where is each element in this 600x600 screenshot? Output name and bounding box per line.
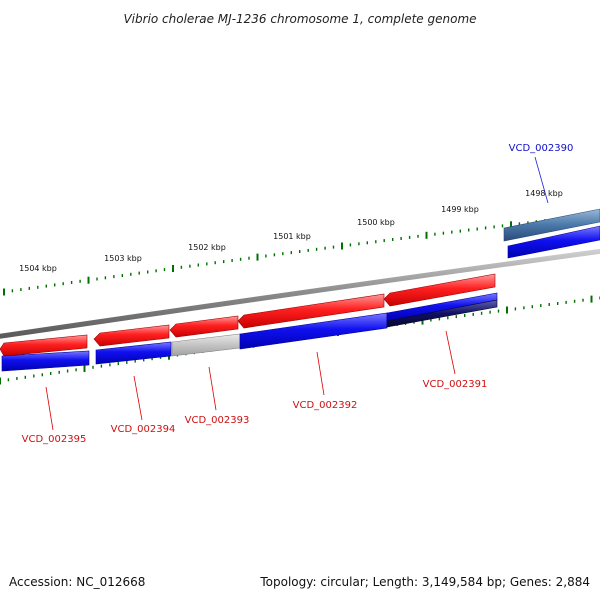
- gene-VCD_002392-arrow[interactable]: [237, 293, 385, 329]
- scale-label: 1501 kbp: [273, 232, 311, 241]
- outer-tick-marks: [3, 211, 597, 296]
- gene-label-VCD_002391[interactable]: VCD_002391: [423, 379, 488, 390]
- gene-label-VCD_002392[interactable]: VCD_002392: [293, 400, 358, 411]
- scale-labels: 1504 kbp 1503 kbp 1502 kbp 1501 kbp 1500…: [19, 189, 563, 273]
- gene-VCD_002395-arrow[interactable]: [0, 334, 88, 357]
- scale-label: 1498 kbp: [525, 189, 563, 198]
- cds-block[interactable]: [239, 312, 388, 350]
- gene-VCD_002391-arrow[interactable]: [383, 273, 496, 307]
- cds-block[interactable]: [95, 341, 172, 365]
- gene-label-VCD_002393[interactable]: VCD_002393: [185, 415, 250, 426]
- accession-text: Accession: NC_012668: [9, 575, 145, 589]
- red-cds-row: [0, 273, 496, 357]
- gene-VCD_002394-arrow[interactable]: [93, 324, 170, 347]
- gene-VCD_002390-feature[interactable]: [503, 208, 600, 259]
- label-leader-lines: [45, 156, 549, 431]
- scale-label: 1503 kbp: [104, 254, 142, 263]
- cds-block[interactable]: [1, 350, 90, 372]
- genome-summary-text: Topology: circular; Length: 3,149,584 bp…: [259, 575, 590, 589]
- chromosome-backbone: [0, 248, 600, 339]
- gene-label-VCD_002395[interactable]: VCD_002395: [22, 434, 87, 445]
- map-title: Vibrio cholerae MJ-1236 chromosome 1, co…: [123, 12, 476, 26]
- scale-label: 1500 kbp: [357, 218, 395, 227]
- navy-feature-block[interactable]: [386, 299, 498, 328]
- grey-feature-block[interactable]: [171, 333, 241, 357]
- blue-cds-row: [1, 292, 498, 372]
- scale-label: 1502 kbp: [188, 243, 226, 252]
- scale-label: 1499 kbp: [441, 205, 479, 214]
- gene-VCD_002393-arrow[interactable]: [169, 315, 239, 338]
- scale-label: 1504 kbp: [19, 264, 57, 273]
- gene-label-VCD_002394[interactable]: VCD_002394: [111, 424, 176, 435]
- gene-label-VCD_002390[interactable]: VCD_002390: [509, 143, 574, 154]
